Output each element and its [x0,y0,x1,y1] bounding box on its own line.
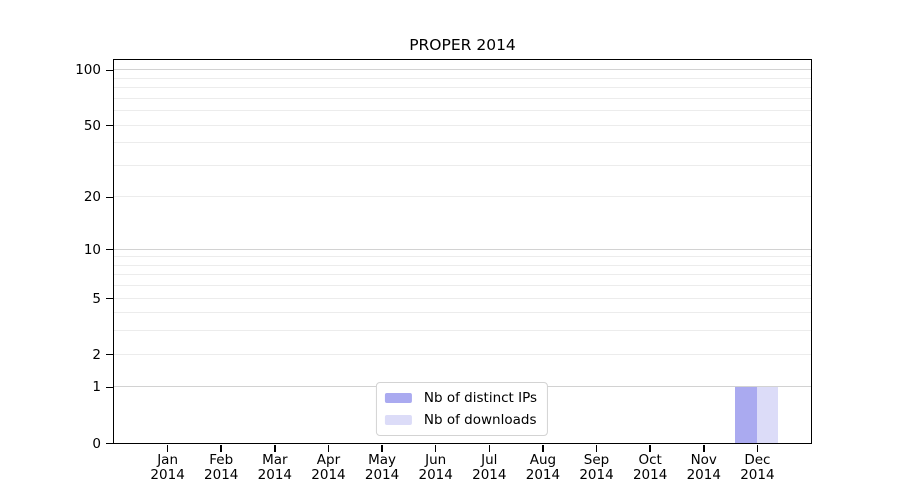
x-tick-mark [220,445,222,452]
x-tick-label: Jun 2014 [404,451,468,484]
y-tick-label: 2 [92,346,101,363]
x-tick-year: 2014 [150,467,185,483]
y-tick-label: 0 [92,435,101,452]
legend-label-downloads: Nb of downloads [423,412,537,428]
plot-area: Nb of distinct IPs Nb of downloads [112,58,812,444]
x-tick-month: Apr [316,451,341,468]
minor-gridline [113,353,811,355]
x-tick-month: Aug [529,451,557,468]
x-tick-year: 2014 [525,467,561,483]
minor-gridline [113,330,811,332]
x-tick-year: 2014 [418,467,453,483]
y-tick-mark [105,196,113,199]
x-tick-month: Jul [481,451,498,468]
minor-gridline [113,297,811,299]
x-tick-year: 2014 [364,467,400,483]
x-tick-month: Feb [209,451,234,468]
minor-gridline [113,124,811,126]
major-gridline [113,248,811,250]
x-tick-label: Oct 2014 [618,451,682,484]
y-tick-label: 10 [83,241,101,258]
x-tick-year: 2014 [686,467,721,483]
x-tick-label: Nov 2014 [672,451,736,484]
y-tick-mark [105,69,113,72]
y-tick-label: 1 [92,379,101,396]
x-tick-mark [434,445,437,452]
x-tick-year: 2014 [204,467,239,483]
x-tick-month: Sep [583,451,610,468]
y-tick-label: 5 [92,290,101,307]
legend-item-downloads: Nb of downloads [384,412,537,428]
x-tick-mark [703,445,705,452]
x-tick-mark [166,445,169,452]
major-gridline [113,69,811,71]
legend-label-distinct-ips: Nb of distinct IPs [423,390,538,406]
bar-distinct-ips [735,386,757,443]
x-tick-label: Apr 2014 [296,451,360,484]
y-tick-label: 100 [75,62,101,79]
minor-gridline [113,97,811,99]
minor-gridline [113,164,811,166]
x-tick-month: May [368,451,397,468]
x-tick-year: 2014 [740,467,775,483]
minor-gridline [113,142,811,144]
x-tick-month: Dec [744,451,771,468]
y-tick-mark [105,442,113,445]
x-tick-label: Aug 2014 [511,451,575,484]
x-tick-month: Jan [157,451,179,468]
x-tick-mark [542,445,544,452]
x-tick-month: Oct [638,451,662,468]
x-tick-label: Jan 2014 [136,451,200,484]
x-tick-mark [595,445,598,452]
y-tick-mark [105,386,113,389]
chart-title: PROPER 2014 [409,36,516,54]
x-tick-year: 2014 [257,467,293,483]
legend: Nb of distinct IPs Nb of downloads [375,382,549,436]
minor-gridline [113,285,811,287]
y-tick-mark [105,297,113,300]
x-tick-mark [274,445,276,452]
x-tick-year: 2014 [472,467,507,483]
minor-gridline [113,256,811,258]
minor-gridline [113,110,811,112]
x-tick-month: Nov [690,451,717,468]
x-tick-month: Mar [262,451,288,468]
minor-gridline [113,274,811,276]
x-tick-mark [381,445,383,452]
x-tick-label: May 2014 [350,451,414,484]
y-tick-mark [105,124,113,127]
x-tick-mark [327,445,330,452]
x-tick-label: Sep 2014 [565,451,629,484]
x-tick-mark [488,445,491,452]
y-tick-label: 50 [83,117,101,134]
y-tick-mark [105,353,113,356]
x-tick-label: Jul 2014 [457,451,521,484]
minor-gridline [113,312,811,314]
legend-item-distinct-ips: Nb of distinct IPs [384,390,538,406]
minor-gridline [113,196,811,198]
minor-gridline [113,87,811,89]
x-tick-year: 2014 [632,467,668,483]
minor-gridline [113,264,811,266]
x-tick-mark [756,445,759,452]
x-tick-year: 2014 [579,467,614,483]
x-tick-label: Dec 2014 [725,451,789,484]
bar-downloads [756,386,779,443]
x-tick-label: Feb 2014 [189,451,253,484]
y-tick-label: 20 [83,189,101,206]
legend-swatch-distinct-ips [384,393,412,403]
x-tick-year: 2014 [311,467,346,483]
x-tick-label: Mar 2014 [243,451,307,484]
legend-swatch-downloads [384,415,412,425]
y-tick-mark [105,248,113,251]
minor-gridline [113,77,811,79]
x-tick-month: Jun [425,451,447,468]
x-tick-mark [649,445,651,452]
